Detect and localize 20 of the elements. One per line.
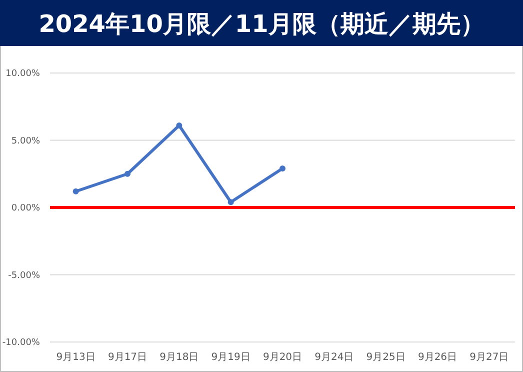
y-tick-label: -10.00% [2,338,40,348]
point [176,122,182,128]
x-tick-label: 9月13日 [56,352,96,363]
point [228,199,234,206]
x-tick-label: 9月27日 [470,352,509,363]
y-tick-label: 0.00% [11,204,40,214]
point [72,188,79,194]
x-tick-label: 9月20日 [262,352,302,363]
y-tick-label: 10.00% [6,69,40,79]
y-tick-label: 5.00% [11,136,40,146]
x-tick-label: 9月19日 [211,352,250,363]
x-tick-label: 9月25日 [366,352,406,363]
x-tick-label: 9月17日 [108,352,148,363]
point [124,170,130,177]
x-tick-label: 9月24日 [314,352,354,363]
chart-title: 2024年10月限／11月限（期近／期先） [38,10,484,38]
point [280,165,286,172]
x-tick-label: 9月26日 [418,352,458,363]
x-tick-label: 9月18日 [160,352,199,363]
y-tick-label: -5.00% [8,270,40,281]
